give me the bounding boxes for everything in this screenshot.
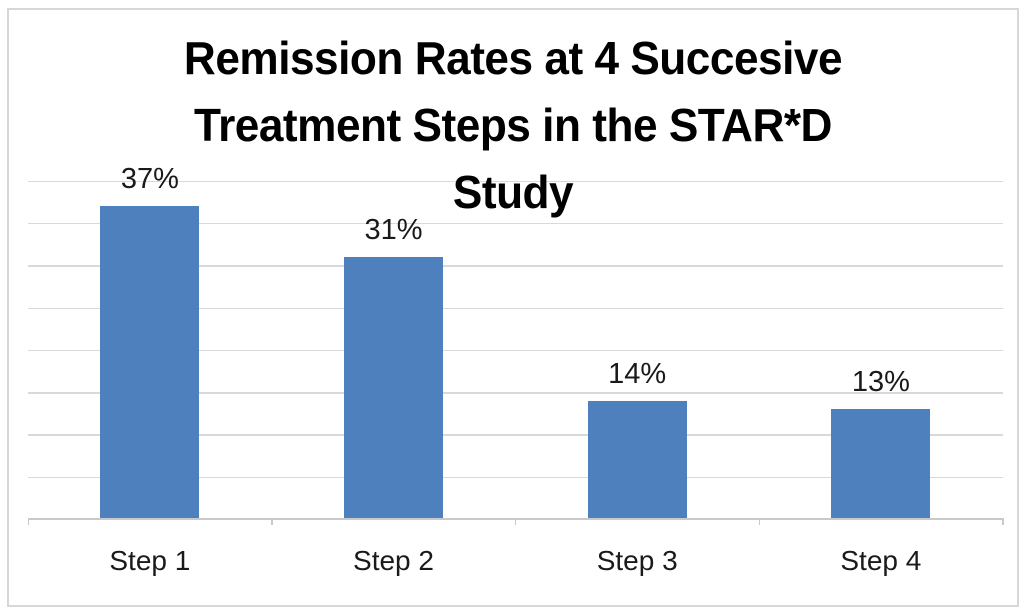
x-axis-tick-1 bbox=[271, 518, 273, 525]
data-label-step-4: 13% bbox=[851, 366, 910, 399]
gridline-40pct bbox=[28, 180, 1003, 183]
gridline-20pct bbox=[28, 349, 1003, 352]
bar-step-3 bbox=[587, 400, 687, 519]
x-axis-tick-2 bbox=[514, 518, 517, 525]
bar-step-1 bbox=[100, 206, 200, 519]
gridline-35pct bbox=[28, 222, 1003, 225]
category-label-step-2: Step 2 bbox=[353, 545, 434, 576]
category-label-step-1: Step 1 bbox=[109, 545, 191, 576]
category-label-step-4: Step 4 bbox=[840, 545, 922, 576]
data-label-step-1: 37% bbox=[120, 163, 179, 196]
data-label-step-2: 31% bbox=[364, 213, 423, 246]
chart-title: Remission Rates at 4 Succesive Treatment… bbox=[27, 25, 999, 226]
x-axis-tick-4 bbox=[1002, 518, 1004, 525]
gridline-30pct bbox=[28, 265, 1003, 267]
gridline-5pct bbox=[28, 476, 1003, 479]
x-axis-tick-0 bbox=[27, 518, 29, 525]
bar-step-2 bbox=[344, 256, 443, 519]
data-label-step-3: 14% bbox=[608, 357, 667, 390]
chart-title-line-2: Treatment Steps in the STAR*D bbox=[194, 99, 832, 151]
gridline-10pct bbox=[28, 434, 1003, 436]
gridline-15pct bbox=[28, 392, 1003, 394]
x-axis-tick-3 bbox=[758, 518, 761, 525]
chart-title-line-3: Study bbox=[452, 166, 574, 218]
gridline-25pct bbox=[28, 307, 1003, 310]
bar-step-4 bbox=[831, 409, 931, 519]
category-label-step-3: Step 3 bbox=[596, 545, 678, 576]
chart-title-line-1: Remission Rates at 4 Succesive bbox=[183, 32, 843, 84]
